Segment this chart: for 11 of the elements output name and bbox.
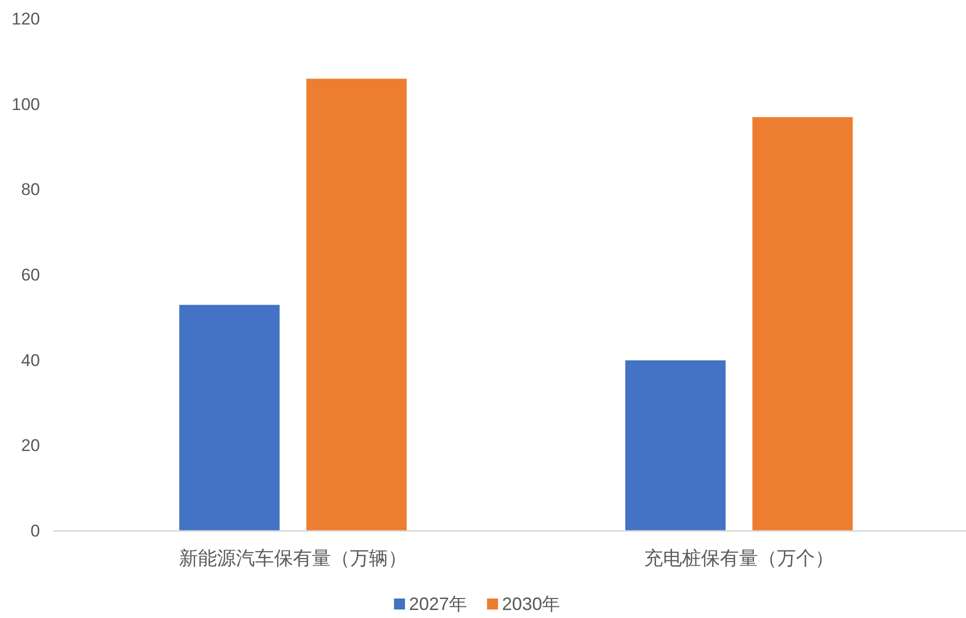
x-tick-label: 充电桩保有量（万个）	[644, 548, 834, 570]
legend-label: 2027年	[409, 594, 468, 614]
y-tick-label: 20	[21, 436, 40, 456]
legend-label: 2030年	[502, 594, 560, 614]
y-tick-label: 60	[21, 266, 40, 284]
y-tick-label: 80	[21, 180, 40, 200]
y-tick-label: 120	[12, 10, 40, 28]
y-tick-label: 0	[30, 522, 40, 540]
x-tick-label: 新能源汽车保有量（万辆）	[179, 548, 407, 570]
y-tick-label: 40	[21, 350, 40, 370]
y-tick-label: 100	[12, 94, 40, 114]
